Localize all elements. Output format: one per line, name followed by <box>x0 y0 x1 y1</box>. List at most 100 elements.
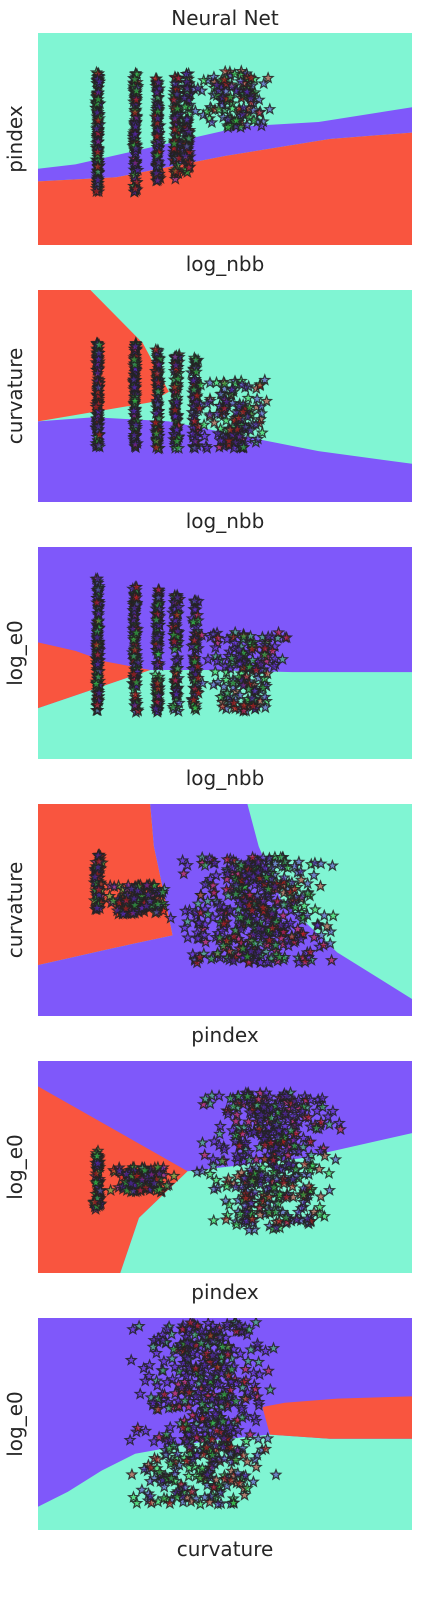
data-point <box>274 850 288 864</box>
data-point <box>229 878 243 891</box>
data-point <box>201 652 215 666</box>
data-point <box>90 595 104 609</box>
data-point <box>283 916 298 930</box>
data-point <box>263 1382 277 1396</box>
data-point <box>214 387 228 400</box>
data-point <box>212 1089 226 1102</box>
data-point <box>239 1137 253 1150</box>
subplot-3: log_nbb log_e0 <box>3 547 412 790</box>
data-point <box>211 426 225 440</box>
data-point <box>238 1362 252 1375</box>
chart-title: Neural Net <box>171 6 279 30</box>
data-point <box>157 1491 171 1505</box>
data-point <box>186 373 200 387</box>
data-point <box>224 1420 238 1433</box>
data-point <box>182 131 196 145</box>
data-point <box>127 601 142 614</box>
data-point <box>216 1340 230 1353</box>
plot-area <box>38 804 412 1016</box>
data-point <box>150 366 164 380</box>
data-point <box>322 1166 336 1179</box>
data-point <box>245 1174 259 1187</box>
data-point <box>261 629 275 643</box>
data-point <box>308 902 322 916</box>
scatter-points <box>123 1318 283 1510</box>
data-point <box>211 1377 225 1390</box>
data-point <box>247 1365 261 1379</box>
data-point <box>194 378 208 391</box>
data-point <box>221 867 235 880</box>
data-point <box>294 864 308 878</box>
data-point <box>214 1486 228 1499</box>
data-point <box>253 378 267 392</box>
data-point <box>126 632 141 646</box>
x-axis-label: log_nbb <box>186 509 265 533</box>
data-point <box>92 854 106 868</box>
data-point <box>213 1330 227 1343</box>
data-point <box>241 914 256 928</box>
data-point <box>150 148 164 162</box>
data-point <box>210 407 224 420</box>
data-point <box>128 119 143 133</box>
data-point <box>226 630 240 644</box>
data-point <box>269 1468 283 1481</box>
data-point <box>167 141 181 154</box>
data-point <box>153 1182 167 1195</box>
data-point <box>213 1127 227 1140</box>
region-red <box>38 132 412 245</box>
data-point <box>149 342 163 356</box>
data-point <box>282 938 296 952</box>
data-point <box>221 1107 235 1120</box>
data-point <box>194 1336 208 1350</box>
data-point <box>224 1375 238 1388</box>
data-point <box>252 92 266 106</box>
data-point <box>253 1208 267 1221</box>
data-point <box>220 934 234 947</box>
data-point <box>201 907 215 921</box>
data-point <box>205 1392 219 1405</box>
data-point <box>324 953 339 967</box>
data-point <box>116 907 130 920</box>
data-point <box>169 687 183 700</box>
data-point <box>226 1496 241 1509</box>
data-point <box>207 1213 221 1227</box>
data-point <box>221 1347 235 1361</box>
data-point <box>288 859 302 872</box>
data-point <box>128 643 142 656</box>
data-point <box>241 391 255 404</box>
data-point <box>138 1163 152 1177</box>
data-point <box>237 698 251 712</box>
data-point <box>279 1210 293 1224</box>
region-red <box>38 1086 188 1273</box>
data-point <box>168 111 182 125</box>
data-point <box>152 1166 166 1180</box>
data-point <box>165 1351 179 1365</box>
data-point <box>221 888 235 902</box>
data-point <box>167 634 181 648</box>
data-point <box>178 149 193 163</box>
data-point <box>245 903 259 917</box>
data-point <box>179 67 193 80</box>
data-point <box>281 860 295 874</box>
data-point <box>243 1162 258 1176</box>
data-point <box>313 1207 327 1221</box>
data-point <box>269 1220 283 1234</box>
data-point <box>303 1134 318 1148</box>
data-point <box>298 955 312 968</box>
data-point <box>143 1489 158 1503</box>
data-point <box>185 1484 199 1498</box>
data-point <box>206 1416 220 1429</box>
data-point <box>190 931 205 945</box>
data-point <box>172 600 186 613</box>
data-point <box>217 1431 231 1445</box>
data-point <box>204 1374 217 1387</box>
data-point <box>89 677 103 690</box>
data-point <box>171 372 185 385</box>
data-point <box>249 1414 263 1427</box>
y-axis-label: log_e0 <box>3 1134 27 1200</box>
data-point <box>131 163 145 176</box>
data-point <box>260 666 275 680</box>
data-point <box>238 1171 252 1184</box>
data-point <box>258 700 272 714</box>
data-point <box>149 415 163 429</box>
